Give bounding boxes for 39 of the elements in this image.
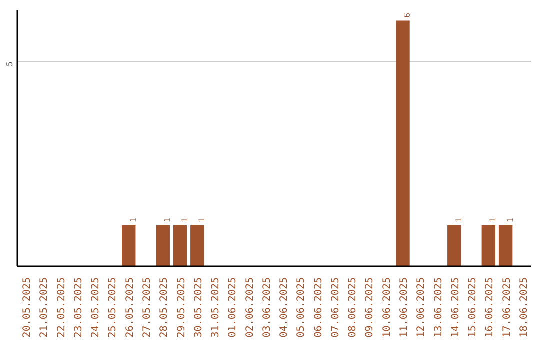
data-label: 1	[128, 218, 138, 223]
x-tick-label: 17.06.2025	[502, 277, 513, 338]
x-tick-label: 09.06.2025	[364, 277, 376, 338]
x-tick-label: 30.05.2025	[193, 277, 204, 338]
data-label: 1	[179, 218, 190, 223]
x-tick-label: 18.06.2025	[518, 277, 530, 338]
x-tick-label: 29.05.2025	[176, 277, 188, 338]
data-label: 1	[162, 218, 172, 223]
data-label: 1	[488, 218, 498, 223]
x-tick-label: 24.05.2025	[90, 277, 102, 338]
x-tick-label: 22.05.2025	[56, 277, 68, 338]
x-tick-label: 25.05.2025	[108, 277, 119, 338]
x-tick-label: 31.05.2025	[210, 277, 222, 338]
x-tick-label: 15.06.2025	[468, 277, 479, 338]
data-label: 6	[402, 12, 412, 18]
x-tick-label: 13.06.2025	[433, 277, 444, 338]
x-tick-label: 16.06.2025	[484, 277, 496, 338]
x-tick-label: 04.06.2025	[279, 277, 290, 338]
data-label: 1	[504, 218, 515, 223]
x-tick-label: 05.06.2025	[296, 277, 308, 338]
x-tick-label: 06.06.2025	[313, 277, 324, 338]
x-tick-label: 07.06.2025	[330, 277, 342, 338]
x-tick-label: 01.06.2025	[228, 277, 239, 338]
x-tick-label: 10.06.2025	[382, 277, 393, 338]
x-tick-label: 02.06.2025	[244, 277, 256, 338]
x-tick-label: 20.05.2025	[22, 277, 34, 338]
data-label: 1	[453, 218, 464, 223]
x-tick-label: 03.06.2025	[262, 277, 273, 338]
data-label: 1	[196, 218, 206, 223]
x-tick-label: 21.05.2025	[39, 277, 50, 338]
x-tick-label: 27.05.2025	[142, 277, 153, 338]
x-tick-label: 23.05.2025	[73, 277, 84, 338]
x-tick-label: 26.05.2025	[124, 277, 136, 338]
x-tick-label: 14.06.2025	[450, 277, 462, 338]
x-tick-label: 12.06.2025	[416, 277, 428, 338]
x-tick-label: 08.06.2025	[348, 277, 359, 338]
x-tick-label: 28.05.2025	[159, 277, 170, 338]
x-tick-label: 11.06.2025	[399, 277, 410, 338]
y-tick-label: 5	[6, 62, 14, 67]
